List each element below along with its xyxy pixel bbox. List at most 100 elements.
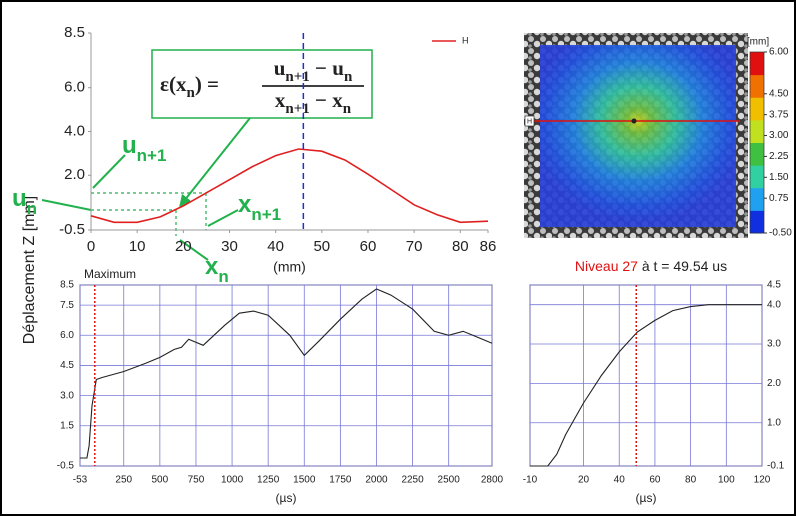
colorbar-tick-label: 1.50 (769, 172, 789, 183)
x-tick-label: 40 (614, 475, 626, 486)
x-axis-label: (mm) (273, 259, 306, 275)
x-tick-label: 1250 (257, 475, 280, 486)
colorbar-cell (750, 52, 764, 76)
y-tick-label: 6.0 (64, 79, 85, 96)
colorbar-tick-label: 6.00 (769, 47, 789, 58)
subscript: n (186, 85, 195, 101)
formula-lhs: ε(xn) = (160, 72, 219, 102)
x-tick-label: 60 (649, 475, 661, 486)
legend-label: H (462, 35, 469, 45)
text-part: − x (310, 88, 343, 112)
subscript: n (343, 101, 352, 117)
x-tick-label: 1500 (293, 475, 316, 486)
colorbar-tick-label: -0.50 (769, 228, 792, 239)
text-part: x (238, 191, 252, 218)
subscript: n+1 (285, 69, 309, 85)
y-axis-label: Déplacement Z [mm] (21, 196, 38, 344)
y-tick-label: 4.5 (60, 360, 74, 371)
profile-center (631, 118, 637, 124)
colorbar-tick-label: 4.50 (769, 88, 789, 99)
annotation: un+1 (122, 132, 166, 165)
x-tick-label: -10 (523, 475, 538, 486)
subscript: n+1 (251, 205, 281, 224)
colorbar-label: [mm] (747, 37, 769, 48)
profile-tag (524, 115, 535, 127)
x-tick-label: 250 (115, 475, 132, 486)
x-tick-label: 2800 (481, 475, 504, 486)
y-tick-label: -0.5 (57, 461, 75, 472)
x-axis-label: (µs) (636, 491, 657, 505)
chart-title: Maximum (84, 267, 136, 281)
y-tick-label: 1.5 (60, 420, 74, 431)
colorbar-cell (750, 97, 764, 121)
x-tick-label: 2250 (401, 475, 424, 486)
y-tick-label: 4.0 (767, 299, 781, 310)
colorbar-tick-label: 2.25 (769, 151, 789, 162)
y-tick-label: -0.1 (767, 461, 785, 472)
data-line (80, 288, 493, 459)
y-tick-label: -0.5 (59, 221, 85, 238)
y-tick-label: 3.0 (60, 390, 74, 401)
x-tick-label: 1750 (329, 475, 352, 486)
x-axis-label: (µs) (276, 491, 297, 505)
text-part: ε(x (160, 72, 187, 96)
text-part: ) = (195, 72, 219, 96)
colorbar-cell (750, 74, 764, 98)
y-tick-label: 8.5 (64, 24, 85, 41)
formula-box (151, 49, 373, 119)
x-tick-label: 80 (452, 238, 469, 255)
x-tick-label: 750 (188, 475, 205, 486)
text-part: − u (310, 56, 344, 80)
annotation: xn+1 (238, 191, 281, 224)
subscript: n (218, 267, 228, 286)
subscript: n+1 (137, 146, 167, 165)
colorbar-tick-label: 3.75 (769, 109, 789, 120)
x-tick-label: 0 (87, 238, 95, 255)
y-tick-label: 4.0 (64, 122, 85, 139)
colorbar-tick-label: 0.75 (769, 193, 789, 204)
level-label: Niveau 27 (575, 258, 638, 274)
x-tick-label: -53 (73, 475, 88, 486)
colorbar-tick-label: 3.00 (769, 130, 789, 141)
x-tick-label: 100 (718, 475, 735, 486)
plot-frame (529, 284, 763, 467)
y-tick-label: 4.5 (767, 280, 781, 291)
text-part: x (275, 88, 286, 112)
construction-lines (41, 117, 251, 261)
profile-label: H (527, 118, 532, 125)
x-tick-label: 120 (754, 475, 771, 486)
text-part: x (205, 253, 219, 280)
formula-numerator: un+1 − un (274, 56, 353, 86)
y-tick-label: 2.0 (64, 166, 85, 183)
data-line (90, 148, 489, 224)
y-tick-label: 1.0 (767, 417, 781, 428)
formula-denominator: xn+1 − xn (275, 88, 352, 118)
subscript: n (27, 199, 37, 218)
x-tick-label: 2000 (365, 475, 388, 486)
x-tick-label: 20 (175, 238, 192, 255)
colorbar-cell (750, 187, 764, 211)
x-tick-label: 500 (152, 475, 169, 486)
colorbar-cell (750, 165, 764, 189)
data-line (530, 304, 762, 467)
x-tick-label: 60 (360, 238, 377, 255)
displacement-field (540, 45, 736, 227)
x-tick-label: 86 (480, 238, 497, 255)
frame-caption: Niveau 27 à t = 49.54 us (575, 258, 727, 274)
x-tick-label: 80 (685, 475, 697, 486)
y-tick-label: 3.0 (767, 339, 781, 350)
subscript: n+1 (285, 101, 309, 117)
colorbar-cell (750, 142, 764, 166)
x-tick-label: 10 (129, 238, 146, 255)
text-part: u (274, 56, 286, 80)
y-tick-label: 7.5 (60, 300, 74, 311)
x-tick-label: 70 (406, 238, 423, 255)
x-tick-label: 40 (267, 238, 284, 255)
y-tick-label: 6.0 (60, 330, 74, 341)
colorbar-cell (750, 210, 764, 234)
plot-frame (79, 284, 493, 467)
colorbar-cell (750, 119, 764, 143)
text-part: u (12, 185, 27, 212)
